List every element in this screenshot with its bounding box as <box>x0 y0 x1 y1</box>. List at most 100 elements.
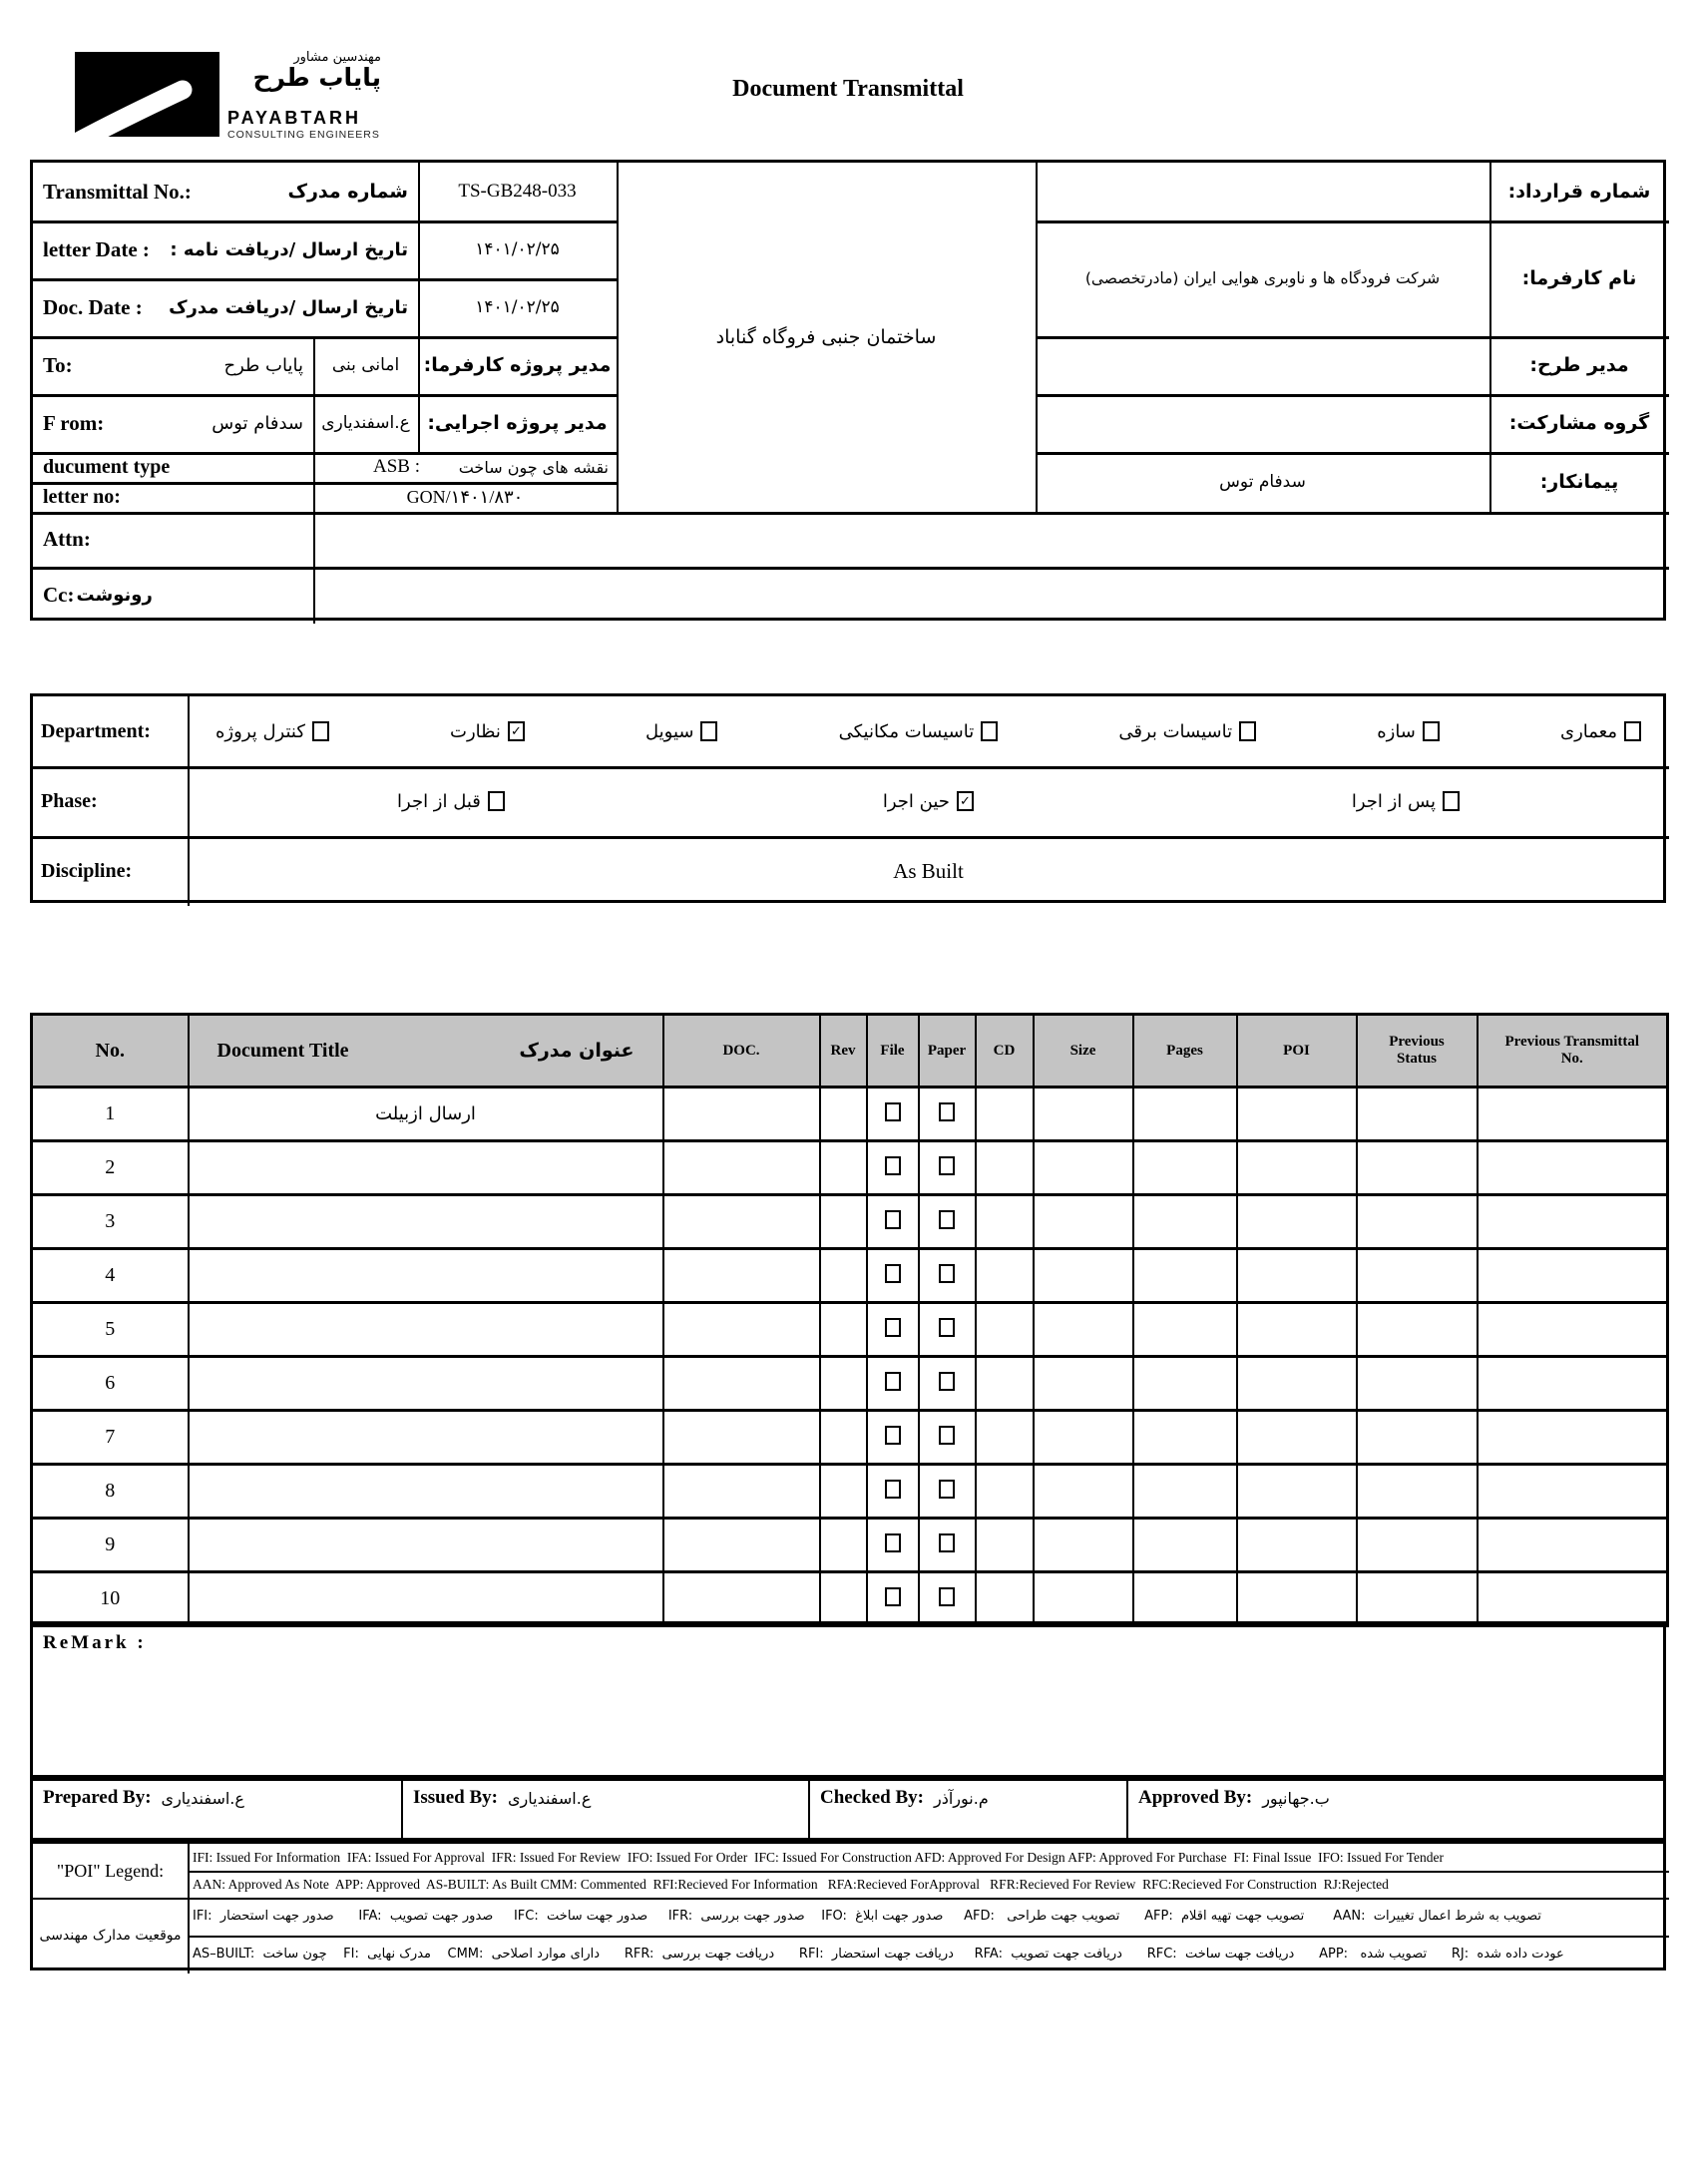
row-document-title[interactable] <box>187 1301 664 1358</box>
row-cd[interactable] <box>974 1570 1035 1627</box>
row-rev[interactable] <box>818 1570 868 1627</box>
letter-date-value[interactable]: ۱۴۰۱/۰۲/۲۵ <box>475 239 560 259</box>
row-previous-status[interactable] <box>1355 1517 1479 1573</box>
row-document-title[interactable] <box>187 1409 664 1466</box>
file-checkbox[interactable] <box>884 1532 901 1552</box>
row-cd[interactable] <box>974 1463 1035 1520</box>
row-previous-transmittal[interactable] <box>1476 1463 1669 1520</box>
design-manager-value[interactable] <box>1036 336 1489 394</box>
department-checkbox[interactable] <box>700 721 718 741</box>
partnership-group-value[interactable] <box>1036 394 1489 452</box>
row-cd[interactable] <box>974 1086 1035 1142</box>
row-cd[interactable] <box>974 1247 1035 1304</box>
row-rev[interactable] <box>818 1517 868 1573</box>
phase-checkbox[interactable]: ✓ <box>956 791 974 811</box>
doc-date-value[interactable]: ۱۴۰۱/۰۲/۲۵ <box>475 297 560 317</box>
file-checkbox[interactable] <box>884 1586 901 1606</box>
row-pages[interactable] <box>1131 1193 1238 1250</box>
row-doc[interactable] <box>661 1247 821 1304</box>
row-size[interactable] <box>1032 1570 1134 1627</box>
paper-checkbox[interactable] <box>939 1155 955 1175</box>
paper-checkbox[interactable] <box>939 1371 955 1391</box>
row-cd[interactable] <box>974 1409 1035 1466</box>
checked-by-value[interactable]: م.نورآذر <box>933 1789 989 1808</box>
file-checkbox[interactable] <box>884 1371 901 1391</box>
department-checkbox[interactable] <box>1422 721 1440 741</box>
row-poi[interactable] <box>1235 1193 1358 1250</box>
row-pages[interactable] <box>1131 1409 1238 1466</box>
row-document-title[interactable] <box>187 1247 664 1304</box>
row-poi[interactable] <box>1235 1463 1358 1520</box>
row-size[interactable] <box>1032 1086 1134 1142</box>
row-previous-transmittal[interactable] <box>1476 1301 1669 1358</box>
row-poi[interactable] <box>1235 1139 1358 1196</box>
row-size[interactable] <box>1032 1409 1134 1466</box>
document-type-code[interactable]: ASB : <box>373 456 420 477</box>
paper-checkbox[interactable] <box>939 1209 955 1229</box>
prepared-by-value[interactable]: ع.اسفندیاری <box>161 1789 244 1808</box>
paper-checkbox[interactable] <box>939 1532 955 1552</box>
row-doc[interactable] <box>661 1463 821 1520</box>
row-size[interactable] <box>1032 1517 1134 1573</box>
row-poi[interactable] <box>1235 1517 1358 1573</box>
row-previous-transmittal[interactable] <box>1476 1139 1669 1196</box>
phase-checkbox[interactable] <box>1443 791 1460 811</box>
department-checkbox[interactable] <box>1624 721 1641 741</box>
row-previous-status[interactable] <box>1355 1139 1479 1196</box>
row-cd[interactable] <box>974 1355 1035 1412</box>
row-rev[interactable] <box>818 1139 868 1196</box>
file-checkbox[interactable] <box>884 1263 901 1283</box>
file-checkbox[interactable] <box>884 1425 901 1445</box>
cc-value[interactable] <box>313 567 1669 624</box>
row-size[interactable] <box>1032 1193 1134 1250</box>
paper-checkbox[interactable] <box>939 1317 955 1337</box>
transmittal-no-value[interactable]: TS-GB248-033 <box>458 181 577 202</box>
row-pages[interactable] <box>1131 1570 1238 1627</box>
row-previous-status[interactable] <box>1355 1409 1479 1466</box>
row-document-title[interactable] <box>187 1193 664 1250</box>
department-checkbox[interactable] <box>981 721 999 741</box>
row-previous-status[interactable] <box>1355 1086 1479 1142</box>
row-document-title[interactable] <box>187 1570 664 1627</box>
row-previous-status[interactable] <box>1355 1301 1479 1358</box>
row-poi[interactable] <box>1235 1409 1358 1466</box>
row-document-title[interactable] <box>187 1517 664 1573</box>
paper-checkbox[interactable] <box>939 1479 955 1499</box>
row-previous-transmittal[interactable] <box>1476 1355 1669 1412</box>
row-pages[interactable] <box>1131 1463 1238 1520</box>
row-previous-status[interactable] <box>1355 1193 1479 1250</box>
from-value[interactable]: سدفام توس <box>212 412 303 434</box>
file-checkbox[interactable] <box>884 1479 901 1499</box>
remark-value[interactable] <box>33 1658 1663 1775</box>
row-cd[interactable] <box>974 1301 1035 1358</box>
row-rev[interactable] <box>818 1086 868 1142</box>
row-doc[interactable] <box>661 1517 821 1573</box>
row-size[interactable] <box>1032 1355 1134 1412</box>
row-previous-status[interactable] <box>1355 1247 1479 1304</box>
contract-no-value[interactable] <box>1036 163 1489 220</box>
to-person[interactable]: امانی بنی <box>331 355 400 375</box>
row-size[interactable] <box>1032 1301 1134 1358</box>
paper-checkbox[interactable] <box>939 1263 955 1283</box>
row-doc[interactable] <box>661 1193 821 1250</box>
row-poi[interactable] <box>1235 1301 1358 1358</box>
row-doc[interactable] <box>661 1570 821 1627</box>
document-type-value-fa[interactable]: نقشه های چون ساخت <box>458 457 609 477</box>
row-pages[interactable] <box>1131 1247 1238 1304</box>
row-pages[interactable] <box>1131 1517 1238 1573</box>
row-rev[interactable] <box>818 1193 868 1250</box>
row-doc[interactable] <box>661 1086 821 1142</box>
row-doc[interactable] <box>661 1409 821 1466</box>
row-pages[interactable] <box>1131 1301 1238 1358</box>
row-document-title[interactable]: ارسال ازبیلت <box>187 1086 664 1142</box>
paper-checkbox[interactable] <box>939 1586 955 1606</box>
file-checkbox[interactable] <box>884 1209 901 1229</box>
row-poi[interactable] <box>1235 1355 1358 1412</box>
row-cd[interactable] <box>974 1193 1035 1250</box>
row-size[interactable] <box>1032 1247 1134 1304</box>
row-rev[interactable] <box>818 1247 868 1304</box>
department-checkbox[interactable] <box>311 721 329 741</box>
row-doc[interactable] <box>661 1301 821 1358</box>
file-checkbox[interactable] <box>884 1101 901 1121</box>
row-previous-transmittal[interactable] <box>1476 1193 1669 1250</box>
